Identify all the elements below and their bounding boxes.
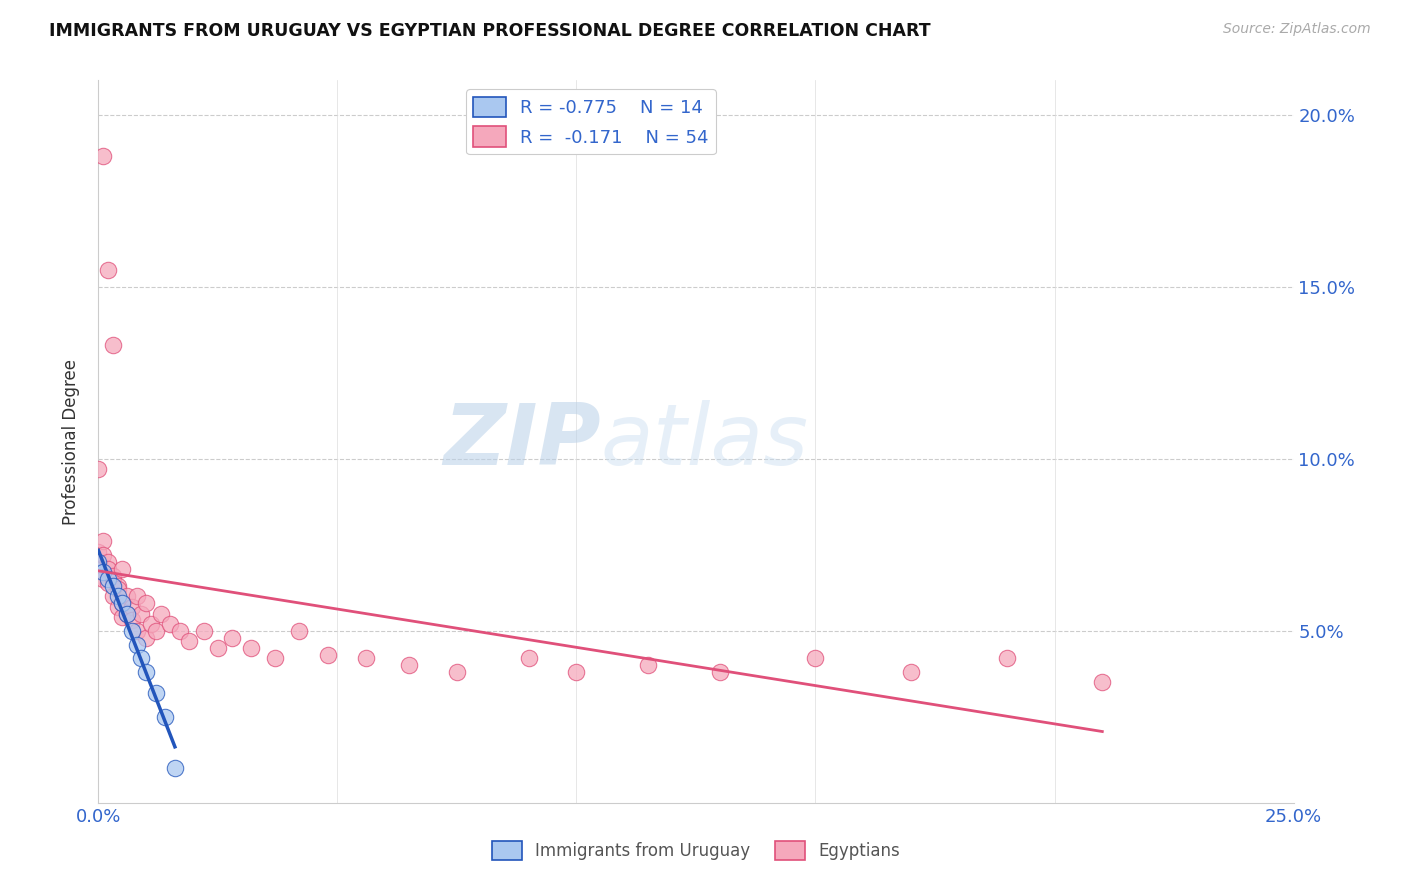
Point: [131, 607, 153, 621]
Point: [193, 624, 215, 638]
Point: [91, 566, 114, 580]
Point: [87, 544, 110, 558]
Point: [97, 575, 120, 590]
Point: [354, 651, 377, 665]
Point: [121, 624, 143, 638]
Point: [169, 624, 191, 638]
Point: [101, 572, 124, 586]
Legend: Immigrants from Uruguay, Egyptians: Immigrants from Uruguay, Egyptians: [485, 834, 907, 867]
Point: [101, 590, 124, 604]
Point: [709, 665, 731, 679]
Point: [135, 596, 157, 610]
Point: [97, 262, 120, 277]
Point: [111, 610, 134, 624]
Point: [446, 665, 468, 679]
Point: [115, 607, 138, 621]
Point: [87, 555, 110, 569]
Text: ZIP: ZIP: [443, 400, 600, 483]
Point: [97, 562, 120, 576]
Point: [97, 572, 120, 586]
Point: [111, 562, 134, 576]
Point: [1091, 675, 1114, 690]
Point: [111, 596, 134, 610]
Point: [125, 624, 148, 638]
Point: [115, 590, 138, 604]
Text: Source: ZipAtlas.com: Source: ZipAtlas.com: [1223, 22, 1371, 37]
Point: [87, 462, 110, 476]
Point: [87, 562, 110, 576]
Point: [101, 568, 124, 582]
Point: [135, 665, 157, 679]
Point: [107, 579, 129, 593]
Y-axis label: Professional Degree: Professional Degree: [62, 359, 80, 524]
Point: [125, 590, 148, 604]
Point: [159, 616, 181, 631]
Point: [221, 631, 243, 645]
Point: [163, 761, 186, 775]
Point: [179, 634, 201, 648]
Point: [101, 338, 124, 352]
Point: [565, 665, 588, 679]
Point: [101, 579, 124, 593]
Point: [115, 607, 138, 621]
Point: [139, 616, 162, 631]
Point: [145, 624, 167, 638]
Point: [398, 658, 420, 673]
Point: [517, 651, 540, 665]
Point: [107, 590, 129, 604]
Point: [207, 640, 229, 655]
Point: [131, 651, 153, 665]
Point: [125, 638, 148, 652]
Point: [91, 534, 114, 549]
Point: [145, 686, 167, 700]
Point: [900, 665, 922, 679]
Point: [637, 658, 659, 673]
Point: [135, 631, 157, 645]
Point: [288, 624, 311, 638]
Point: [316, 648, 339, 662]
Point: [264, 651, 287, 665]
Point: [240, 640, 263, 655]
Point: [149, 607, 172, 621]
Point: [804, 651, 827, 665]
Point: [107, 582, 129, 597]
Text: IMMIGRANTS FROM URUGUAY VS EGYPTIAN PROFESSIONAL DEGREE CORRELATION CHART: IMMIGRANTS FROM URUGUAY VS EGYPTIAN PROF…: [49, 22, 931, 40]
Point: [995, 651, 1018, 665]
Point: [107, 599, 129, 614]
Point: [91, 572, 114, 586]
Point: [111, 596, 134, 610]
Point: [97, 555, 120, 569]
Text: atlas: atlas: [600, 400, 808, 483]
Point: [91, 548, 114, 562]
Point: [91, 149, 114, 163]
Point: [155, 710, 177, 724]
Point: [121, 614, 143, 628]
Point: [121, 599, 143, 614]
